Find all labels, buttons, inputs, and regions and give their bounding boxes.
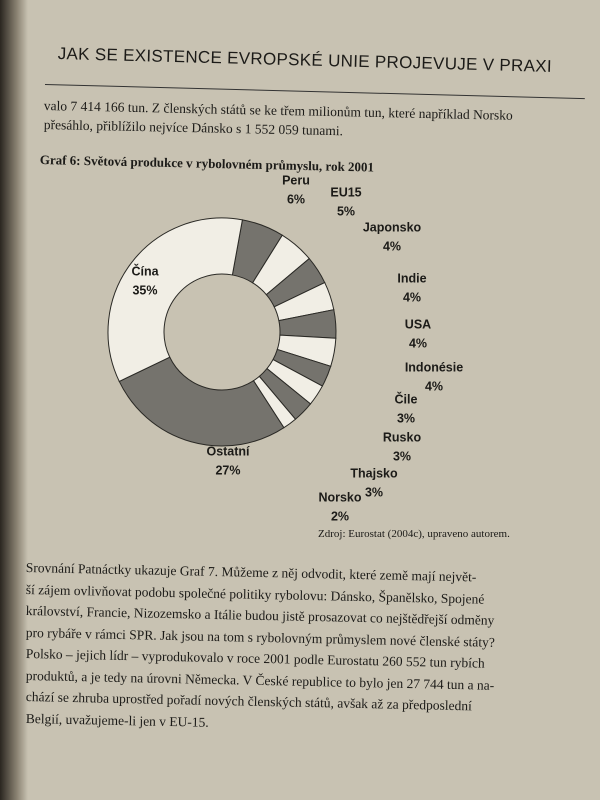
slice-value-label: 3% xyxy=(365,485,383,499)
slice-label: Norsko xyxy=(318,490,361,504)
slice-value-label: 4% xyxy=(403,290,421,304)
slice-value-label: 2% xyxy=(331,509,349,523)
slice-label: Peru xyxy=(282,173,310,187)
source: Zdroj: Eurostat (2004c), upraveno autore… xyxy=(318,528,510,540)
slice-label: EU15 xyxy=(330,185,361,199)
slice-value-label: 3% xyxy=(397,411,415,425)
slice-value-label: 5% xyxy=(337,204,355,218)
slice-value-label: 35% xyxy=(132,283,157,297)
book-edge xyxy=(0,0,28,800)
slice-value-label: 4% xyxy=(425,379,443,393)
slice-label: Indonésie xyxy=(405,360,463,374)
slice-value-label: 3% xyxy=(393,449,411,463)
slice-label: Čile xyxy=(395,391,418,406)
slice-value-label: 4% xyxy=(409,336,427,350)
slice-label: Japonsko xyxy=(363,220,422,234)
slice-label: Čína xyxy=(131,263,159,278)
slice-value-label: 27% xyxy=(215,463,240,477)
donut-slice xyxy=(107,217,243,383)
slice-label: Rusko xyxy=(383,430,422,444)
slice-label: Thajsko xyxy=(350,466,398,480)
slice-label: Ostatní xyxy=(206,444,250,458)
slice-label: Indie xyxy=(397,271,426,285)
slice-value-label: 6% xyxy=(287,192,305,206)
slice-label: USA xyxy=(405,317,431,331)
donut-slice xyxy=(118,356,285,447)
text-line: Belgií, uvažujeme-li jen v EU-15. xyxy=(25,710,209,730)
slice-value-label: 4% xyxy=(383,239,401,253)
